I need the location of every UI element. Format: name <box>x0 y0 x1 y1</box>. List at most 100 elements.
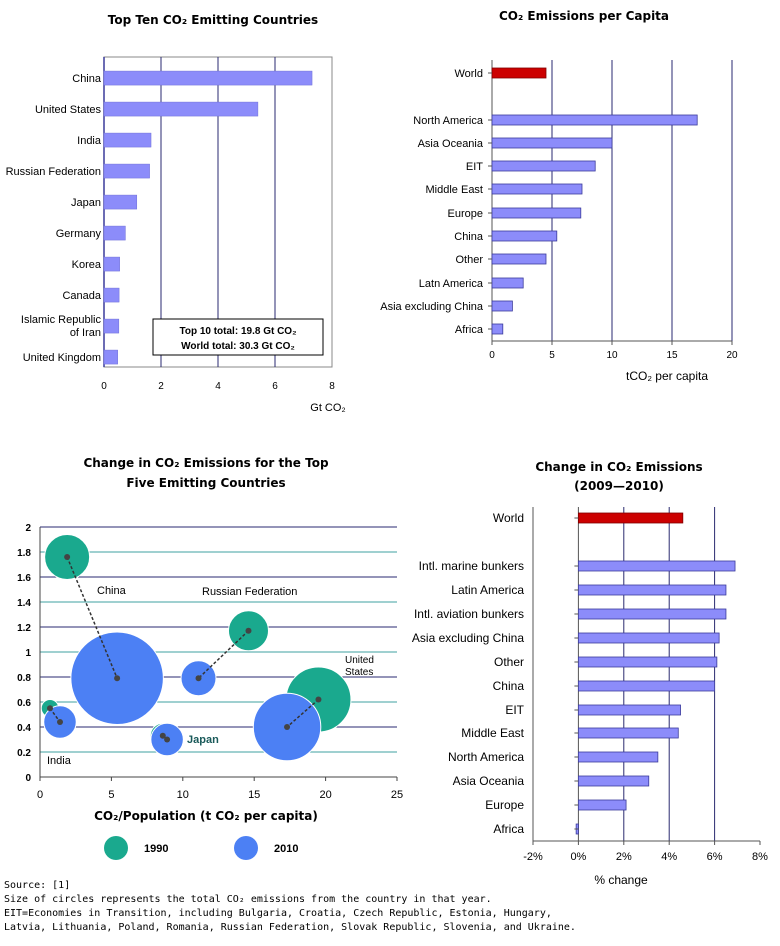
category-label: Other <box>455 254 483 266</box>
annotation-box <box>152 318 324 356</box>
chart-title: Top Ten CO₂ Emitting Countries <box>108 13 318 27</box>
tick-label: 20 <box>726 350 738 361</box>
bubble-center <box>56 719 63 725</box>
legend-swatch-1990 <box>104 836 128 860</box>
category-label: Germany <box>56 228 102 240</box>
bar <box>578 512 684 524</box>
point-label: India <box>47 755 72 767</box>
bar <box>491 114 698 126</box>
bar <box>491 137 613 149</box>
source-notes: Source: [1] Size of circles represents t… <box>4 879 576 935</box>
category-label: Asia excluding China <box>412 631 524 645</box>
tick-label: 4 <box>215 381 221 392</box>
category-label: World <box>493 511 524 525</box>
tick-label: 1.8 <box>17 548 31 559</box>
connector-line <box>66 556 118 679</box>
category-label: Korea <box>72 259 102 271</box>
category-label: Europe <box>485 798 524 812</box>
legend-label: 2010 <box>274 843 298 855</box>
bar <box>578 704 681 716</box>
legend-label: 1990 <box>144 843 168 855</box>
chart-title: (2009—2010) <box>574 479 664 493</box>
tick-label: 2 <box>158 381 164 392</box>
bubble-center <box>64 554 71 560</box>
bar <box>103 318 120 334</box>
tick-label: 15 <box>248 789 260 801</box>
tick-label: 20 <box>319 789 331 801</box>
bar <box>103 256 120 272</box>
point-label: Japan <box>187 734 219 746</box>
tick-label: 1.4 <box>17 598 31 609</box>
category-label: Intl. aviation bunkers <box>414 607 524 621</box>
tick-label: 8 <box>329 381 335 392</box>
tick-label: 0.8 <box>17 673 31 684</box>
bar <box>491 67 547 79</box>
bar <box>491 183 583 195</box>
bubble-center <box>159 732 166 739</box>
category-label: Other <box>494 655 524 669</box>
tick-label: 0 <box>101 381 107 392</box>
tick-label: 0 <box>37 789 43 801</box>
tick-label: 10 <box>177 789 189 801</box>
bubble-center <box>195 675 202 682</box>
category-label: China <box>72 73 102 85</box>
bar <box>491 277 524 289</box>
bar <box>578 727 679 739</box>
category-label: United States <box>35 104 102 116</box>
bar <box>103 101 259 117</box>
bar <box>491 160 596 172</box>
chart-title: Change in CO₂ Emissions for the Top <box>83 456 328 470</box>
bar <box>578 632 720 644</box>
connector-line <box>197 630 250 679</box>
category-label: Russian Federation <box>6 166 101 178</box>
category-label: Asia Oceania <box>418 138 484 150</box>
chart-title: Change in CO₂ Emissions <box>535 460 702 474</box>
bar <box>103 163 150 179</box>
point-label: United <box>345 655 374 666</box>
category-label: Latn America <box>419 278 484 290</box>
chart-title: CO₂ Emissions per Capita <box>499 9 669 23</box>
tick-label: 10 <box>606 350 618 361</box>
tick-label: 8% <box>752 851 768 863</box>
legend-swatch-2010 <box>234 836 258 860</box>
category-label: Middle East <box>426 184 483 196</box>
tick-label: 2 <box>25 523 31 534</box>
tick-label: 1.2 <box>17 623 31 634</box>
x-axis-label: % change <box>594 873 648 887</box>
category-label: United Kingdom <box>23 352 101 364</box>
bar <box>491 300 513 312</box>
category-label: Africa <box>455 324 484 336</box>
tick-label: 25 <box>391 789 403 801</box>
category-label: North America <box>448 750 524 764</box>
bar <box>103 349 118 365</box>
bar <box>491 207 582 219</box>
tick-label: 1 <box>25 648 31 659</box>
bubble-center <box>164 736 171 743</box>
tick-label: 0 <box>489 350 495 361</box>
bar <box>103 287 120 303</box>
source-line: Source: [1] <box>4 880 71 891</box>
tick-label: 4% <box>661 851 677 863</box>
category-label: India <box>77 135 102 147</box>
bar <box>578 799 627 811</box>
tick-label: 6% <box>707 851 723 863</box>
bar <box>578 680 716 692</box>
category-label: Asia excluding China <box>380 301 484 313</box>
bar <box>491 230 558 242</box>
category-label: Japan <box>71 197 101 209</box>
category-label: Asia Oceania <box>453 774 525 788</box>
source-line: Size of circles represents the total CO₂… <box>4 894 492 905</box>
connector-line <box>286 698 319 728</box>
point-label: States <box>345 667 373 678</box>
x-axis-label: Gt CO₂ <box>310 402 345 414</box>
category-label: of Iran <box>70 327 101 339</box>
category-label: Canada <box>62 290 101 302</box>
tick-label: 5 <box>108 789 114 801</box>
category-label: Europe <box>448 208 483 220</box>
category-label: Latin America <box>451 583 524 597</box>
tick-label: 1.6 <box>17 573 31 584</box>
tick-label: 2% <box>616 851 632 863</box>
bar <box>103 132 152 148</box>
tick-label: 6 <box>272 381 278 392</box>
point-label: Russian Federation <box>202 586 297 598</box>
